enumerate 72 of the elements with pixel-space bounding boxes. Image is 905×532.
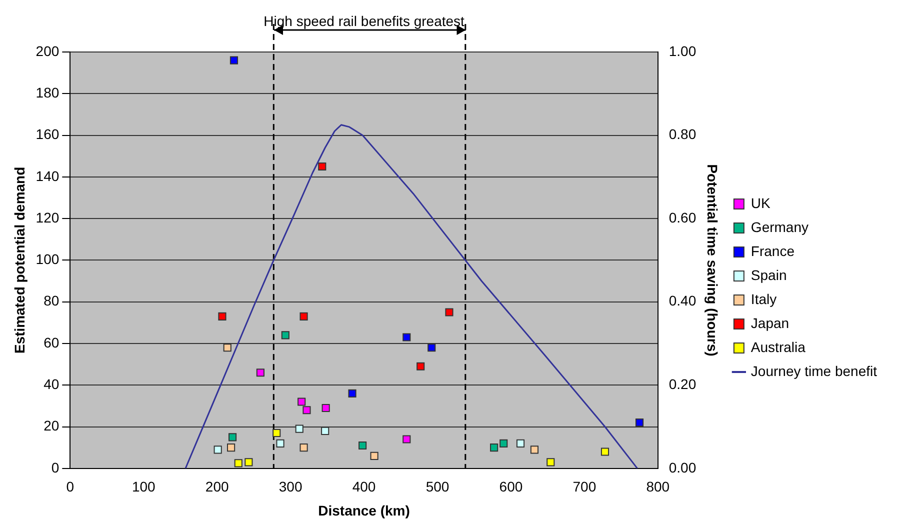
y-tick-label: 80 <box>44 292 60 309</box>
point <box>318 162 326 171</box>
point <box>402 435 411 444</box>
x-tick-label: 200 <box>205 478 229 495</box>
y2-axis-title: Potential time saving (hours) <box>704 164 721 356</box>
point <box>281 331 290 340</box>
legend-label: Journey time benefit <box>750 362 878 379</box>
point <box>234 459 242 468</box>
point <box>322 404 330 412</box>
point <box>300 444 308 452</box>
x-tick-label: 300 <box>278 478 302 495</box>
x-axis-title: Distance (km) <box>318 502 410 518</box>
point <box>227 444 236 452</box>
y-tick-label: 180 <box>36 84 60 100</box>
x-tick-label: 400 <box>352 478 376 495</box>
point <box>272 428 281 438</box>
y-tick-label: 200 <box>36 42 60 59</box>
legend-label: Australia <box>750 338 806 355</box>
y-tick-label: 40 <box>44 376 60 392</box>
point <box>214 446 222 454</box>
y2-tick-label: 0.80 <box>668 126 696 142</box>
point <box>244 458 253 466</box>
x-tick-label: 600 <box>499 478 523 495</box>
y2-tick-label: 0.40 <box>668 292 696 309</box>
point <box>256 368 264 377</box>
point <box>600 448 610 456</box>
point <box>490 444 498 452</box>
point <box>276 439 284 448</box>
point <box>402 333 411 342</box>
legend-label: Spain <box>750 266 787 283</box>
legend-label: UK <box>750 194 772 211</box>
point <box>530 446 538 454</box>
point <box>635 418 644 427</box>
point <box>500 439 508 448</box>
y2-tick-label: 0.20 <box>668 376 696 392</box>
point <box>348 389 356 398</box>
y2-tick-label: 0.00 <box>668 459 696 476</box>
point <box>223 344 232 352</box>
legend-label: France <box>750 242 795 259</box>
point <box>416 362 425 370</box>
y2-tick-label: 0.60 <box>668 209 696 226</box>
y-tick-label: 160 <box>36 126 60 142</box>
point <box>428 344 436 352</box>
point <box>295 424 304 433</box>
point <box>230 56 238 64</box>
y-tick-label: 0 <box>51 459 60 476</box>
y-tick-label: 100 <box>36 251 60 268</box>
y-tick-label: 120 <box>36 209 60 226</box>
y2-tick-label: 1.00 <box>668 42 696 59</box>
x-tick-label: 700 <box>572 478 596 495</box>
legend-label: Japan <box>750 314 790 331</box>
point <box>302 406 311 414</box>
y-tick-label: 20 <box>44 418 60 434</box>
x-tick-label: 800 <box>646 478 670 495</box>
legend-label: Germany <box>750 218 809 235</box>
y-tick-label: 60 <box>44 334 60 350</box>
x-tick-label: 500 <box>426 478 450 495</box>
point <box>445 308 454 316</box>
point <box>370 452 378 460</box>
point <box>228 433 237 442</box>
point <box>218 312 226 320</box>
legend-label: Italy <box>750 290 777 307</box>
point <box>300 312 308 320</box>
x-tick-label: 100 <box>132 478 156 495</box>
y-tick-label: 140 <box>36 168 60 184</box>
y-axis-title: Estimated potential demand <box>11 166 28 354</box>
point <box>358 441 367 450</box>
point <box>516 439 525 448</box>
x-tick-label: 0 <box>66 478 74 495</box>
point <box>546 458 555 466</box>
point <box>298 398 306 406</box>
point <box>321 426 330 435</box>
